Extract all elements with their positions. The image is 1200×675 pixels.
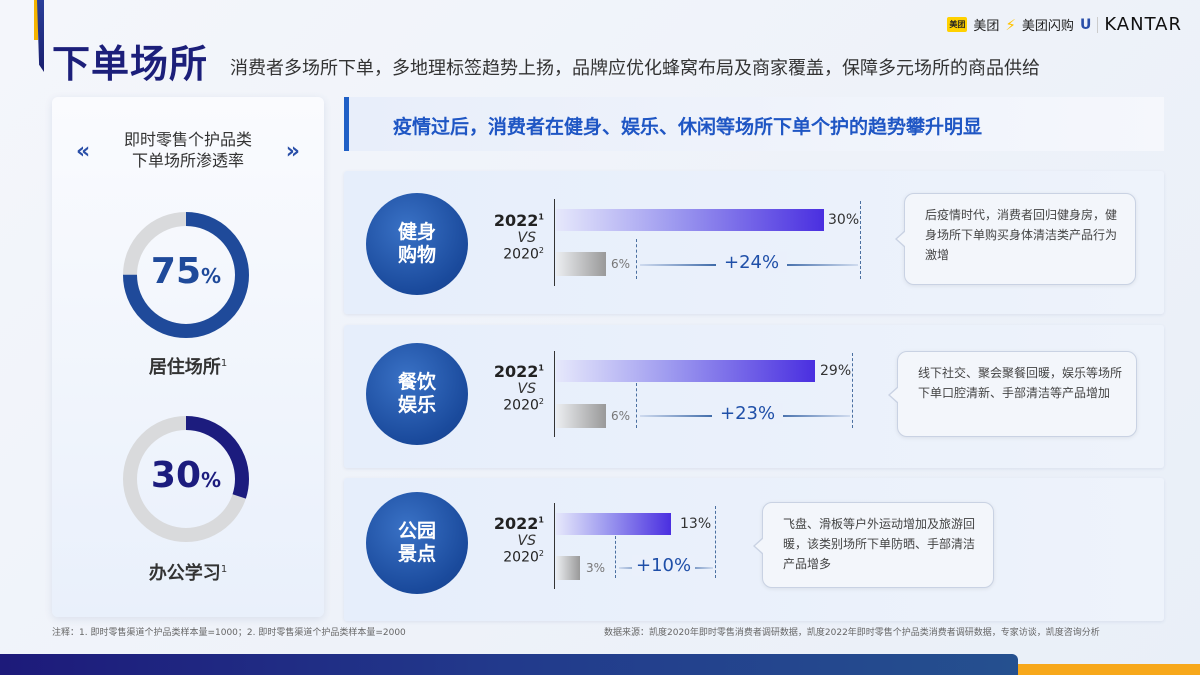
- dash-marker-2020: [636, 383, 637, 428]
- dash-marker-2020: [615, 536, 616, 578]
- shangou-logo-text: 美团闪购: [1021, 19, 1074, 34]
- value-2022: 30%: [828, 212, 860, 228]
- insight-bubble: 后疫情时代，消费者回归健身房，健身场所下单购买身体清洁类产品行为激增: [895, 193, 1136, 285]
- shangou-bolt-icon: ⚡: [1005, 15, 1016, 34]
- title-accent-bar: [34, 0, 44, 72]
- bar-2020: [556, 556, 580, 580]
- section-headline: 疫情过后，消费者在健身、娱乐、休闲等场所下单个护的趋势攀升明显: [344, 97, 1164, 151]
- logo-strip: 美团 美团 ⚡ 美团闪购 U KANTAR: [947, 14, 1182, 35]
- footnote-sample: 注释：1. 即时零售渠道个护品类样本量=1000；2. 即时零售渠道个护品类样本…: [52, 628, 406, 638]
- donut-value: 30%: [150, 455, 222, 496]
- delta-value: +23%: [712, 403, 784, 424]
- bar-2020: [556, 404, 606, 428]
- category-circle: 公园 景点: [366, 492, 468, 594]
- bar-2022: [556, 209, 824, 231]
- donut-value: 75%: [150, 251, 222, 292]
- bar-2020: [556, 252, 606, 276]
- meituan-logo-icon: 美团: [947, 17, 968, 32]
- page-title: 下单场所: [52, 42, 209, 86]
- meituan-logo-text: 美团: [973, 19, 1000, 34]
- category-circle: 餐饮 娱乐: [366, 343, 468, 445]
- year-labels: 20221 VS 20202: [493, 362, 544, 414]
- footer-bar-blue: [0, 654, 1018, 675]
- comparison-row-fitness: 健身 购物 20221 VS 20202 30% 6% +24% 后疫情时代，消费…: [344, 171, 1164, 314]
- axis-line: [554, 351, 555, 437]
- dash-marker-2022: [852, 353, 853, 428]
- kantar-logo: KANTAR: [1104, 14, 1182, 35]
- comparison-row-dining: 餐饮 娱乐 20221 VS 20202 29% 6% +23% 线下社交、聚会聚…: [344, 325, 1164, 468]
- value-2020: 6%: [611, 257, 631, 271]
- value-2022: 13%: [680, 516, 712, 532]
- delta-value: +10%: [632, 555, 696, 576]
- bar-2022: [556, 360, 815, 382]
- penetration-panel: « 即时零售个护品类 下单场所渗透率 » 75% 居住场所1 30% 办公学习1: [52, 97, 324, 617]
- bar-2022: [556, 513, 671, 535]
- unilever-logo-icon: U: [1079, 16, 1092, 33]
- panel-title: 即时零售个护品类 下单场所渗透率: [123, 130, 252, 170]
- category-circle: 健身 购物: [366, 193, 468, 295]
- value-2020: 6%: [611, 409, 631, 423]
- donut-label: 办公学习1: [148, 563, 228, 584]
- donut-residential: 75%: [120, 209, 252, 341]
- insight-bubble: 飞盘、滑板等户外运动增加及旅游回暖，该类别场所下单防晒、手部清洁产品增多: [753, 502, 994, 588]
- dash-marker-2022: [860, 201, 861, 279]
- donut-office: 30%: [120, 413, 252, 545]
- logo-divider: [1097, 16, 1099, 33]
- delta-value: +24%: [716, 252, 788, 273]
- dash-marker-2020: [636, 239, 637, 279]
- footnote-source: 数据来源：凯度2020年即时零售消费者调研数据，凯度2022年即时零售个护品类消…: [604, 628, 1100, 638]
- comparison-row-park: 公园 景点 20221 VS 20202 13% 3% +10% 飞盘、滑板等户外…: [344, 478, 1164, 621]
- axis-line: [554, 199, 555, 286]
- donut-label: 居住场所1: [148, 357, 228, 378]
- year-labels: 20221 VS 20202: [493, 514, 544, 566]
- axis-line: [554, 503, 555, 589]
- value-2020: 3%: [586, 561, 606, 575]
- value-2022: 29%: [820, 363, 852, 379]
- page-subtitle: 消费者多场所下单，多地理标签趋势上扬，品牌应优化蜂窝布局及商家覆盖，保障多元场所…: [230, 58, 1040, 79]
- year-labels: 20221 VS 20202: [493, 211, 544, 263]
- insight-bubble: 线下社交、聚会聚餐回暖，娱乐等场所下单口腔清新、手部清洁等产品增加: [888, 351, 1137, 437]
- dash-marker-2022: [715, 506, 716, 578]
- footer-bar-orange: [1018, 664, 1200, 675]
- chevron-right-icon: »: [285, 139, 300, 164]
